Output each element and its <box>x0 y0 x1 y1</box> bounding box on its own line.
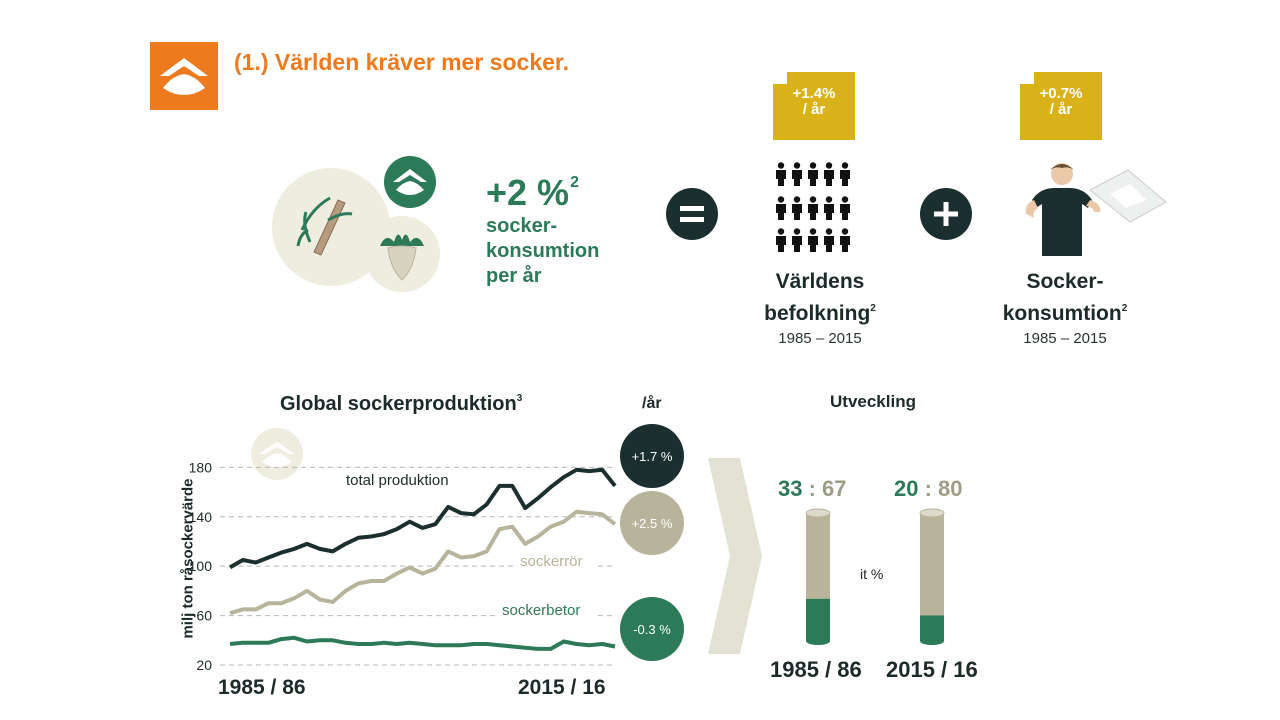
chevron-right-icon <box>708 458 762 654</box>
bar-category-2015: 2015 / 16 <box>886 657 978 682</box>
series-label-background <box>516 552 598 571</box>
series-line-beet <box>229 635 616 651</box>
bar-base <box>806 637 830 645</box>
line-chart: 20 60 100 140 180 total produktion sockerrör s… <box>189 428 617 673</box>
y-tick-label: 180 <box>189 459 213 475</box>
series-label-total: total produktion <box>346 472 449 489</box>
ratio-beet-value: 20 <box>894 476 919 501</box>
person-with-sugar-icon <box>1025 163 1167 256</box>
series-line-total <box>228 467 617 570</box>
ratio-label-1985: 33 : 67 <box>778 476 847 502</box>
ratio-cane-value: 67 <box>822 476 847 501</box>
rate-circle-total: +1.7 % <box>620 424 684 488</box>
x-axis-start-label: 1985 / 86 <box>218 676 306 699</box>
y-tick-label: 140 <box>189 509 213 525</box>
y-tick-label: 60 <box>196 608 212 624</box>
plus-icon <box>934 202 958 226</box>
ratio-separator: : <box>918 476 939 501</box>
bar-segment-beet <box>806 598 830 641</box>
growth-line: socker- <box>486 215 558 237</box>
per-year-header: /år <box>642 395 662 412</box>
equals-icon <box>680 206 704 222</box>
consumption-growth-badge: +0.7% / år <box>1020 72 1102 140</box>
series-label-beet: sockerbetor <box>502 602 580 619</box>
sugarbeet-icon <box>380 234 424 281</box>
consumption-label-line1: Socker- <box>1026 270 1104 293</box>
series-label-background <box>342 471 482 490</box>
consumption-label-line2: konsumtion <box>1002 302 1122 325</box>
ratio-cane-value: 80 <box>938 476 963 501</box>
consumption-years: 1985 – 2015 <box>1023 330 1107 347</box>
rate-label-beet: -0.3 % <box>633 622 671 637</box>
sugar-pile-icon <box>393 169 427 195</box>
population-label-line1: Världens <box>775 270 865 293</box>
growth-description: socker- konsumtion per år <box>486 214 599 289</box>
brand-logo <box>150 42 218 110</box>
x-axis-end-label: 2015 / 16 <box>518 676 606 699</box>
plus-symbol <box>920 188 972 240</box>
stacked-bar <box>919 508 945 645</box>
sugarcane-illustration <box>272 168 390 286</box>
bar-category-1985: 1985 / 86 <box>770 657 862 682</box>
series-label-background <box>498 601 597 620</box>
badge-rate: +0.7% <box>1039 85 1083 102</box>
y-tick-label: 100 <box>189 558 213 574</box>
consumption-label: Socker- konsumtion2 <box>975 268 1155 327</box>
bar-base <box>920 637 944 645</box>
bar-cap <box>805 508 831 518</box>
rate-label-cane: +2.5 % <box>632 516 673 531</box>
people-grid-icon <box>776 162 850 252</box>
bar-segment-beet <box>920 615 944 641</box>
consumption-footnote: 2 <box>1121 303 1128 314</box>
sugarbeet-illustration <box>364 216 440 292</box>
growth-footnote: 2 <box>570 174 579 191</box>
badge-rate: +1.4% <box>792 85 836 102</box>
line-chart-title-footnote: 3 <box>516 393 523 404</box>
series-line-cane <box>229 509 617 616</box>
ratio-separator: : <box>802 476 823 501</box>
population-footnote: 2 <box>870 303 876 314</box>
rate-circle-beet: -0.3 % <box>620 597 684 661</box>
sugarcane-icon <box>296 196 353 256</box>
rate-label-total: +1.7 % <box>632 449 673 464</box>
ratio-beet-value: 33 <box>778 476 803 501</box>
line-chart-title: Global sockerproduktion3 <box>280 393 522 416</box>
cylinder-bar-chart <box>805 508 945 645</box>
population-label: Världens befolkning2 <box>730 268 910 327</box>
population-label-line2: befolkning <box>764 302 871 325</box>
growth-value-text: +2 % <box>486 172 570 213</box>
ratio-label-2015: 20 : 80 <box>894 476 963 502</box>
badge-unit: / år <box>802 101 826 118</box>
chart-watermark-logo <box>251 428 303 480</box>
stacked-bar <box>805 508 831 645</box>
growth-line: konsumtion <box>486 240 600 262</box>
y-tick-label: 20 <box>196 657 212 673</box>
page-title: (1.) Världen kräver mer socker. <box>234 49 569 75</box>
equals-symbol <box>666 188 718 240</box>
rate-circles: +1.7 % +2.5 % -0.3 % <box>620 424 684 661</box>
unit-label: it % <box>860 566 884 582</box>
growth-line: per år <box>486 265 542 287</box>
bar-segment-cane <box>806 513 830 599</box>
bar-chart-title: Utveckling <box>830 392 916 411</box>
line-chart-title-text: Global sockerproduktion <box>280 393 517 415</box>
bar-segment-cane <box>920 513 944 616</box>
arrow-up-badge-icon <box>773 72 855 140</box>
series-label-cane: sockerrör <box>520 553 583 570</box>
population-years: 1985 – 2015 <box>778 330 862 347</box>
bar-cap <box>919 508 945 518</box>
arrow-up-badge-icon <box>1020 72 1102 140</box>
sugar-pile-icon <box>160 58 208 95</box>
growth-value: +2 %2 <box>486 172 579 214</box>
badge-unit: / år <box>1049 101 1073 118</box>
sugar-logo-circle <box>384 156 436 208</box>
population-growth-badge: +1.4% / år <box>773 72 855 140</box>
rate-circle-cane: +2.5 % <box>620 491 684 555</box>
